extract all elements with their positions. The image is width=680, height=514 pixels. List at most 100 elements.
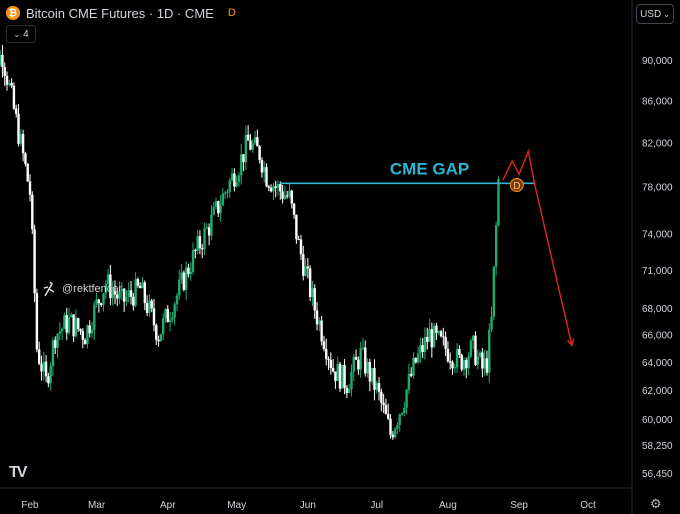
- x-tick-label: Apr: [160, 500, 176, 511]
- candle: [141, 282, 144, 289]
- candle: [347, 389, 351, 394]
- candle: [118, 291, 121, 299]
- candle: [152, 308, 156, 326]
- candle: [272, 186, 275, 192]
- currency-selector[interactable]: USD ⌄: [636, 4, 674, 24]
- chevron-down-icon: ⌄: [663, 9, 670, 19]
- candle: [258, 146, 261, 161]
- candle: [191, 249, 195, 272]
- gear-icon[interactable]: ⚙: [650, 496, 662, 511]
- candle: [113, 290, 117, 295]
- y-tick-label: 66,000: [642, 331, 673, 342]
- candle: [205, 227, 209, 229]
- candle: [428, 329, 431, 342]
- candle: [373, 367, 376, 390]
- candle: [86, 325, 89, 345]
- candle: [217, 201, 220, 214]
- candle: [70, 314, 73, 318]
- candle: [253, 137, 257, 144]
- candle: [95, 299, 98, 305]
- candle: [24, 153, 27, 164]
- tradingview-logo-icon[interactable]: TV: [9, 464, 28, 481]
- candle: [120, 288, 124, 292]
- candle: [488, 329, 491, 373]
- candle: [345, 387, 349, 394]
- indicators-toggle[interactable]: ⌄ 4: [6, 25, 36, 43]
- candle: [40, 363, 43, 372]
- candle: [134, 279, 137, 306]
- candle: [483, 358, 486, 369]
- candle: [28, 181, 32, 195]
- y-tick-label: 86,000: [642, 96, 673, 107]
- candle: [467, 356, 470, 369]
- candle: [49, 366, 52, 384]
- candle: [354, 356, 358, 360]
- candle: [446, 348, 450, 362]
- candle: [359, 348, 362, 370]
- projection-path[interactable]: [502, 148, 573, 346]
- candle: [246, 134, 250, 141]
- candle: [331, 367, 335, 372]
- projection-arrowhead: [566, 338, 575, 347]
- candle: [194, 249, 197, 251]
- gap-marker[interactable]: [509, 178, 524, 193]
- candle: [31, 194, 34, 230]
- candle: [352, 356, 355, 372]
- candle: [90, 330, 94, 334]
- candle: [125, 297, 128, 302]
- candle: [88, 325, 91, 334]
- candle: [283, 195, 287, 199]
- candle: [290, 190, 293, 204]
- candle: [302, 254, 305, 276]
- candle: [311, 288, 314, 298]
- candle: [485, 358, 489, 373]
- candle: [414, 357, 417, 363]
- candle: [79, 329, 82, 332]
- candle: [478, 352, 482, 357]
- candle: [139, 285, 142, 289]
- x-tick-label: Feb: [21, 500, 39, 511]
- candle: [81, 331, 85, 340]
- candle: [109, 274, 112, 299]
- candle: [251, 143, 254, 150]
- candle: [214, 201, 218, 207]
- candle: [453, 367, 457, 369]
- candle: [175, 295, 179, 305]
- candle: [132, 296, 135, 306]
- candle: [159, 334, 163, 342]
- candle: [396, 424, 399, 429]
- candle: [460, 354, 463, 370]
- candle: [72, 314, 75, 337]
- candle: [5, 75, 9, 85]
- candle: [364, 347, 367, 374]
- candle: [106, 274, 110, 285]
- candle: [145, 303, 149, 313]
- candle: [285, 195, 289, 197]
- candle: [26, 163, 29, 182]
- dividend-badge[interactable]: D: [227, 7, 236, 19]
- candle: [228, 180, 231, 192]
- runner-logo-icon: [43, 281, 55, 297]
- candle: [44, 361, 48, 377]
- candle: [439, 331, 443, 337]
- candle: [267, 186, 271, 188]
- y-tick-label: 60,000: [642, 415, 673, 426]
- candle: [111, 290, 114, 299]
- indicator-count: 4: [23, 28, 29, 40]
- candle: [407, 373, 411, 390]
- candle: [99, 303, 103, 305]
- candle: [281, 191, 284, 199]
- candle: [19, 134, 23, 144]
- candle: [157, 339, 160, 342]
- author-handle: @rektfencer: [62, 283, 123, 295]
- candle: [423, 336, 427, 352]
- chevron-down-icon: ⌄: [13, 29, 21, 39]
- candle: [51, 340, 55, 367]
- candle: [173, 304, 176, 318]
- candle: [370, 367, 374, 382]
- candle: [21, 134, 25, 154]
- candle: [10, 82, 13, 86]
- candle: [334, 371, 337, 381]
- candle: [74, 318, 78, 337]
